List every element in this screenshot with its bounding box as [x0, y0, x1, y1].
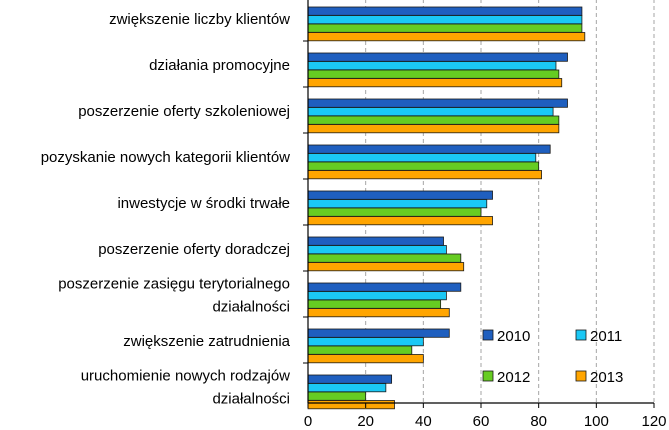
- category-label: poszerzenie oferty szkoleniowej: [78, 103, 290, 120]
- bar-2012: [307, 253, 462, 263]
- category-label: działania promocyjne: [149, 57, 290, 74]
- bar-2012: [307, 207, 482, 217]
- bar-2013: [307, 400, 395, 410]
- axes: [303, 0, 655, 408]
- legend-swatch-2010: [482, 329, 494, 341]
- bar-2010: [307, 190, 493, 200]
- category-label: zwiększenie zatrudnienia: [123, 333, 290, 350]
- bar-2012: [307, 115, 560, 125]
- category-label: zwiększenie liczby klientów: [109, 11, 290, 28]
- bar-2011: [307, 61, 557, 71]
- bar-2011: [307, 245, 447, 255]
- legend-swatch-2013: [575, 370, 587, 382]
- bar-2010: [307, 328, 450, 338]
- bar-2012: [307, 391, 367, 401]
- bar-2010: [307, 98, 568, 108]
- x-tick-label: 0: [304, 413, 312, 430]
- bar-2011: [307, 291, 447, 301]
- bar-2010: [307, 374, 393, 384]
- bar-2013: [307, 216, 493, 226]
- legend-label-2012: 2012: [497, 369, 530, 386]
- bars: [307, 6, 586, 410]
- bar-2010: [307, 282, 462, 292]
- x-tick-label: 120: [641, 413, 666, 430]
- bar-2011: [307, 153, 537, 163]
- bar-2011: [307, 199, 488, 209]
- bar-2013: [307, 354, 424, 364]
- legend-swatch-2012: [482, 370, 494, 382]
- bar-2010: [307, 6, 583, 16]
- bar-2010: [307, 236, 444, 246]
- bar-2012: [307, 23, 583, 33]
- bar-2011: [307, 107, 554, 117]
- category-label: działalności: [212, 391, 290, 408]
- bar-2012: [307, 69, 560, 79]
- bar-2012: [307, 161, 540, 171]
- bar-2011: [307, 337, 424, 347]
- x-tick-labels: 0 20 40 60 80 100 120: [304, 413, 667, 430]
- bar-2013: [307, 308, 450, 318]
- legend-label-2010: 2010: [497, 328, 530, 345]
- x-tick-label: 60: [473, 413, 490, 430]
- category-label: pozyskanie nowych kategorii klientów: [41, 149, 290, 166]
- bar-2012: [307, 345, 413, 355]
- category-label: poszerzenie oferty doradczej: [98, 241, 290, 258]
- bar-2013: [307, 78, 563, 88]
- category-labels: zwiększenie liczby klientów działania pro…: [41, 11, 291, 408]
- x-tick-label: 100: [584, 413, 609, 430]
- category-label: działalności: [212, 299, 290, 316]
- category-label: poszerzenie zasięgu terytorialnego: [58, 276, 290, 293]
- legend: 2010 2011 2012 2013: [482, 328, 623, 386]
- bar-2013: [307, 170, 542, 180]
- bar-2012: [307, 299, 442, 309]
- x-tick-label: 40: [415, 413, 432, 430]
- bar-2011: [307, 15, 583, 25]
- x-tick-label: 80: [530, 413, 547, 430]
- x-tick-label: 20: [357, 413, 374, 430]
- legend-swatch-2011: [575, 329, 587, 341]
- bar-2010: [307, 144, 551, 154]
- bar-2013: [307, 32, 586, 42]
- bar-2010: [307, 52, 568, 62]
- legend-label-2013: 2013: [590, 369, 623, 386]
- category-label: inwestycje w środki trwałe: [117, 195, 290, 212]
- category-label: uruchomienie nowych rodzajów: [81, 368, 290, 385]
- bar-2013: [307, 262, 465, 272]
- legend-label-2011: 2011: [590, 328, 622, 345]
- bar-2011: [307, 383, 387, 393]
- bar-2013: [307, 124, 560, 134]
